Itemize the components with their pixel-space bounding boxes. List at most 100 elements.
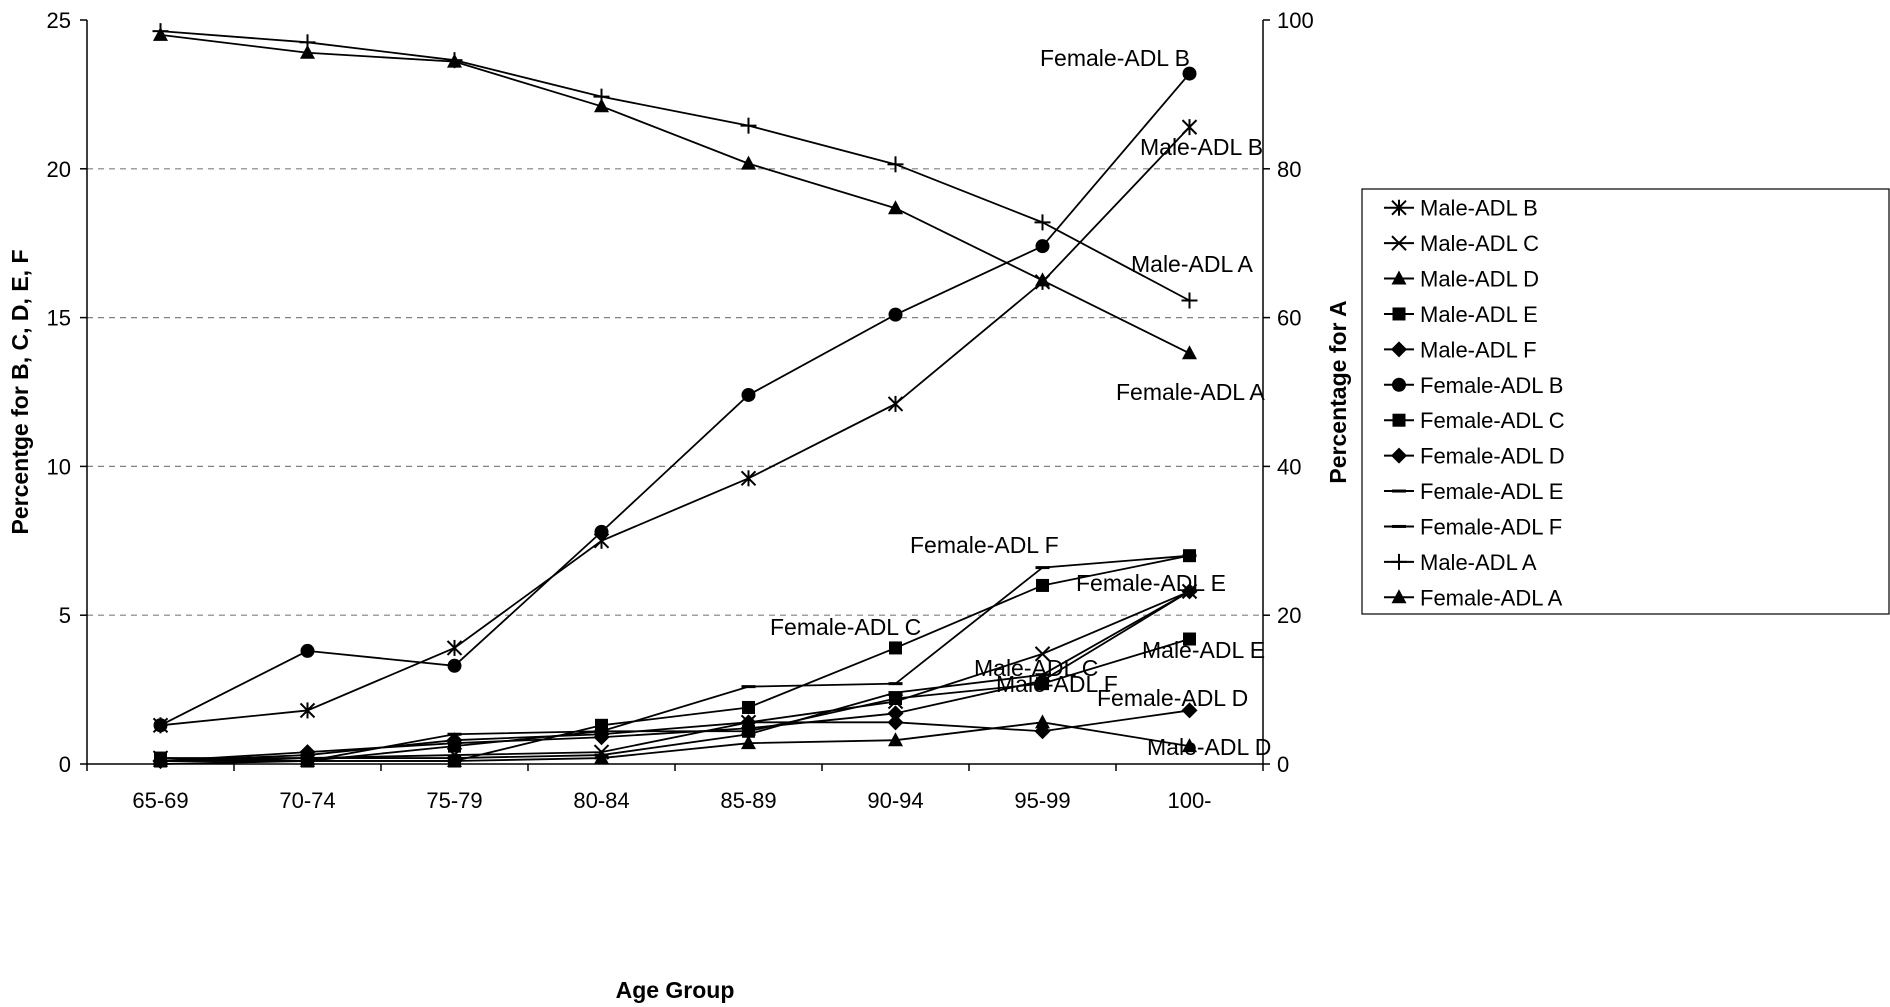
x-axis-title: Age Group — [616, 977, 735, 1003]
legend-label: Male-ADL C — [1420, 231, 1539, 256]
annotation-male-adl-b: Male-ADL B — [1140, 134, 1263, 160]
y-left-tick-label: 15 — [47, 306, 71, 331]
legend-label: Male-ADL A — [1420, 550, 1537, 575]
data-point — [446, 639, 463, 656]
gridlines — [87, 168, 1263, 616]
data-point — [1034, 646, 1051, 662]
series-female-adl-f — [153, 554, 1197, 766]
y-right-tick-label: 40 — [1277, 454, 1301, 479]
legend-marker — [1391, 447, 1407, 464]
legend-item-male-adl-f: Male-ADL F — [1384, 337, 1537, 362]
legend-label: Male-ADL F — [1420, 337, 1537, 362]
annotation-male-adl-d: Male-ADL D — [1147, 734, 1271, 760]
data-point — [741, 387, 756, 402]
annotation-female-adl-e: Female-ADL E — [1076, 570, 1226, 596]
annotation-female-adl-a: Female-ADL A — [1116, 379, 1265, 405]
legend-item-male-adl-a: Male-ADL A — [1384, 550, 1537, 575]
y-right-tick-label: 60 — [1277, 306, 1301, 331]
legend-item-female-adl-f: Female-ADL F — [1384, 514, 1562, 539]
data-point — [1034, 672, 1051, 689]
data-point — [888, 200, 903, 215]
data-point — [153, 718, 168, 733]
data-point — [594, 98, 609, 113]
data-point — [887, 705, 904, 722]
data-point — [1181, 292, 1198, 309]
y-right-tick-label: 100 — [1277, 8, 1314, 33]
annotation-female-adl-c: Female-ADL C — [770, 614, 921, 640]
data-point — [446, 732, 463, 749]
series-line — [160, 33, 1190, 355]
data-point — [1035, 272, 1050, 287]
x-tick-label: 100- — [1167, 788, 1211, 813]
y-right-tick-label: 80 — [1277, 157, 1301, 182]
data-point — [1035, 239, 1050, 254]
legend-item-female-adl-d: Female-ADL D — [1384, 444, 1565, 469]
data-point — [741, 735, 756, 750]
y-left-tick-label: 20 — [47, 157, 71, 182]
legend-label: Male-ADL B — [1420, 196, 1538, 221]
legend-marker — [1392, 413, 1406, 427]
annotation-male-adl-e: Male-ADL E — [1142, 637, 1265, 663]
legend-box — [1361, 188, 1890, 615]
series-line — [160, 590, 1190, 762]
legend-label: Female-ADL F — [1420, 514, 1562, 539]
series-line — [160, 590, 1190, 762]
series-female-adl-e — [153, 589, 1197, 763]
data-point — [594, 750, 609, 765]
legend-marker — [1391, 199, 1407, 216]
data-point — [300, 643, 315, 658]
x-tick-label: 80-84 — [573, 788, 629, 813]
y-right-tick-label: 0 — [1277, 752, 1289, 777]
legend-marker — [1392, 307, 1406, 321]
annotation-male-adl-c: Male-ADL C — [974, 655, 1098, 681]
legend-label: Female-ADL E — [1420, 479, 1563, 504]
legend-marker — [1391, 270, 1407, 285]
series-line — [160, 709, 1190, 762]
data-point — [1034, 723, 1051, 740]
data-point — [447, 53, 462, 68]
y-axis-left-title: Percentge for B, C, D, E, F — [7, 250, 33, 535]
data-point — [887, 714, 904, 731]
data-point — [447, 658, 462, 673]
data-point — [1182, 738, 1197, 753]
annotation-female-adl-b: Female-ADL B — [1040, 45, 1190, 71]
x-tick-label: 75-79 — [426, 788, 482, 813]
data-point — [1034, 214, 1051, 231]
data-point — [1183, 632, 1196, 646]
x-tick-label: 90-94 — [867, 788, 923, 813]
x-tick-label: 65-69 — [132, 788, 188, 813]
data-point — [1181, 702, 1198, 719]
data-point — [594, 524, 609, 539]
legend-marker — [1391, 589, 1407, 604]
legend-item-male-adl-d: Male-ADL D — [1384, 267, 1539, 292]
legend-item-female-adl-e: Female-ADL E — [1384, 479, 1563, 504]
data-point — [741, 155, 756, 170]
legend-marker — [1391, 235, 1407, 251]
data-point — [153, 26, 168, 41]
series-male-adl-b — [152, 119, 1198, 734]
legend-item-male-adl-e: Male-ADL E — [1384, 302, 1538, 327]
y-left-tick-label: 0 — [59, 752, 71, 777]
data-point — [740, 714, 757, 731]
axes: 0 5 10 15 20 25 0 20 40 60 80 100 65-69 70-74 75-79 80-… — [47, 8, 1314, 813]
series-line — [160, 30, 1190, 302]
data-point — [299, 702, 316, 719]
x-tick-label: 70-74 — [279, 788, 335, 813]
series-female-adl-a — [153, 26, 1197, 360]
series-line — [160, 72, 1191, 727]
data-point — [888, 732, 903, 747]
legend-label: Female-ADL B — [1420, 373, 1563, 398]
annotation-female-adl-d: Female-ADL D — [1097, 685, 1248, 711]
y-axis-right-title: Percentage for A — [1325, 300, 1351, 483]
data-point — [740, 470, 757, 487]
data-point — [595, 718, 608, 732]
legend-item-male-adl-c: Male-ADL C — [1384, 231, 1539, 256]
x-tick-label: 85-89 — [720, 788, 776, 813]
series-line — [160, 554, 1190, 762]
legend-label: Female-ADL D — [1420, 444, 1565, 469]
legend-label: Female-ADL C — [1420, 408, 1565, 433]
legend-label: Female-ADL A — [1420, 585, 1563, 610]
data-point — [740, 117, 757, 134]
legend-marker — [1391, 341, 1407, 358]
